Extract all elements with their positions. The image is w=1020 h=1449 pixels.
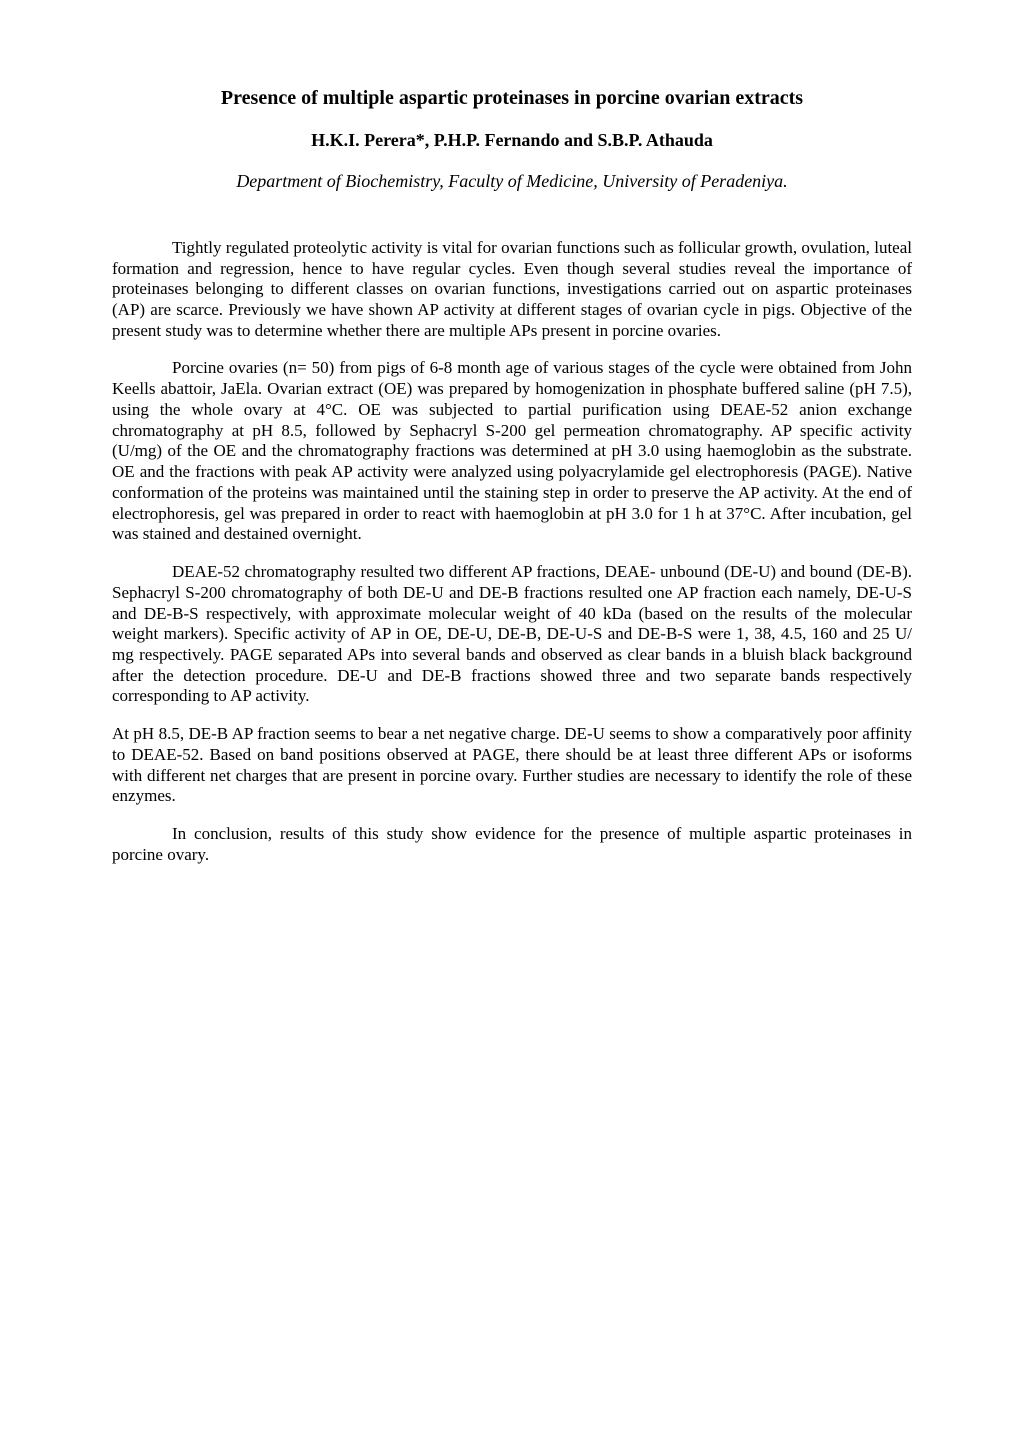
paragraph-intro: Tightly regulated proteolytic activity i… <box>112 238 912 342</box>
paragraph-methods: Porcine ovaries (n= 50) from pigs of 6-8… <box>112 358 912 545</box>
document-title: Presence of multiple aspartic proteinase… <box>112 85 912 111</box>
author-list: H.K.I. Perera*, P.H.P. Fernando and S.B.… <box>112 129 912 152</box>
paragraph-discussion: At pH 8.5, DE-B AP fraction seems to bea… <box>112 724 912 807</box>
affiliation: Department of Biochemistry, Faculty of M… <box>112 170 912 193</box>
document-page: Presence of multiple aspartic proteinase… <box>0 0 1020 983</box>
paragraph-conclusion: In conclusion, results of this study sho… <box>112 824 912 865</box>
paragraph-results: DEAE-52 chromatography resulted two diff… <box>112 562 912 707</box>
